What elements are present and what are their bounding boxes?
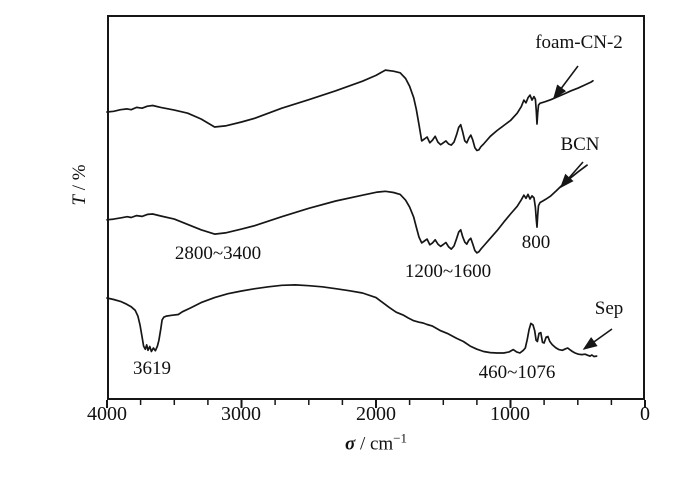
annotation-3619: 3619 <box>133 358 171 379</box>
curve-foam-cn-2 <box>106 69 594 152</box>
x-axis-ticks <box>106 400 646 408</box>
y-axis-label: T / % <box>69 164 91 205</box>
sep-arrow-icon <box>582 328 613 350</box>
foam-cn-2-arrow-icon <box>553 65 579 100</box>
annotation-1200-1600: 1200~1600 <box>404 261 492 282</box>
curve-sep <box>106 284 598 358</box>
y-axis-symbol: T <box>69 195 90 206</box>
curve-bcn <box>106 164 588 254</box>
x-tick-label-4000: 4000 <box>87 403 127 425</box>
x-axis-unit: / cm <box>355 433 394 455</box>
x-tick-label-1000: 1000 <box>490 403 530 425</box>
x-axis-exponent: −1 <box>393 430 408 446</box>
x-tick-label-2000: 2000 <box>356 403 396 425</box>
annotation-foam-cn-2: foam-CN-2 <box>535 32 623 53</box>
annotation-800: 800 <box>521 232 551 253</box>
x-tick-label-0: 0 <box>640 403 650 425</box>
x-axis-label: σ / cm−1 <box>345 430 407 455</box>
plot-area <box>106 15 646 408</box>
annotation-bcn: BCN <box>560 134 600 155</box>
x-tick-label-3000: 3000 <box>221 403 261 425</box>
y-axis-unit: / % <box>69 164 90 196</box>
annotation-2800-3400: 2800~3400 <box>174 243 262 264</box>
x-axis-symbol: σ <box>344 433 356 455</box>
plot-frame <box>107 15 645 400</box>
annotation-sep: Sep <box>594 298 624 319</box>
bcn-arrow-icon <box>559 161 584 189</box>
annotation-460-1076: 460~1076 <box>478 362 556 383</box>
